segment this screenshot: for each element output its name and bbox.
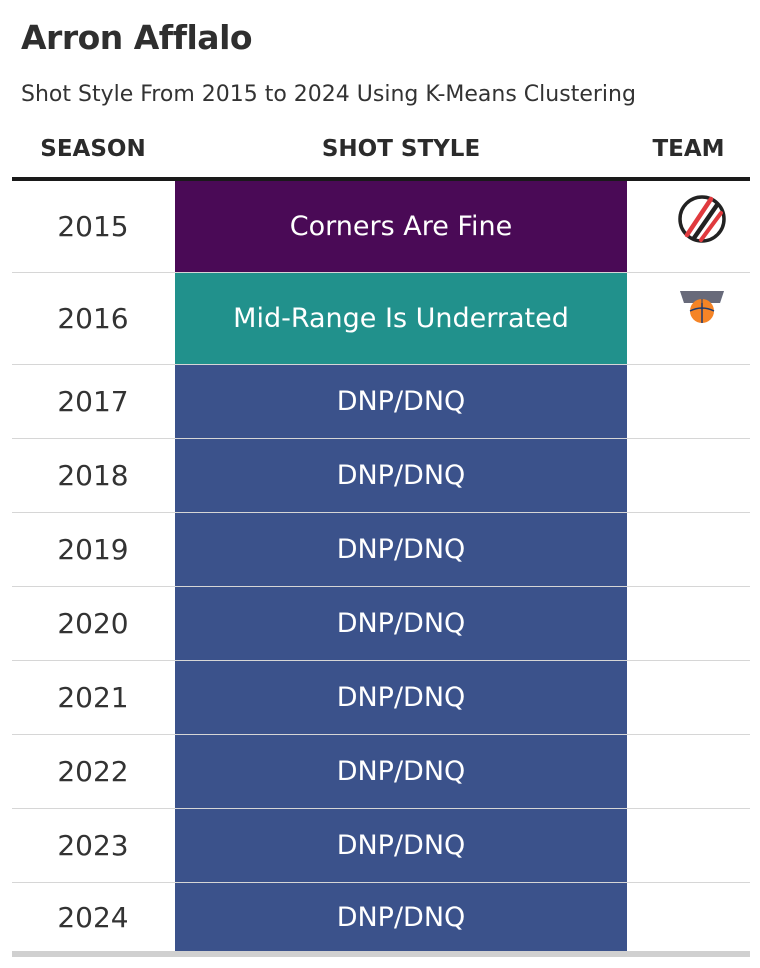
- team-column-header: TEAM: [652, 136, 725, 162]
- shot-style-cell: DNP/DNQ: [175, 661, 627, 734]
- table-row: 2022 DNP/DNQ: [12, 735, 750, 809]
- shot-style-cell: DNP/DNQ: [175, 365, 627, 438]
- team-cell: [627, 661, 750, 734]
- table-row: 2021 DNP/DNQ: [12, 661, 750, 735]
- season-cell: 2019: [57, 533, 129, 566]
- team-cell: [627, 883, 750, 951]
- shot-style-cell: DNP/DNQ: [175, 439, 627, 512]
- table-body: 2015 Corners Are Fine 2016 Mid-Range Is Und…: [12, 181, 750, 957]
- table-row: 2016 Mid-Range Is Underrated: [12, 273, 750, 365]
- team-cell: [627, 513, 750, 586]
- team-cell: [627, 735, 750, 808]
- table-row: 2020 DNP/DNQ: [12, 587, 750, 661]
- shot-style-column-header: SHOT STYLE: [321, 136, 481, 162]
- season-cell: 2016: [57, 302, 129, 335]
- table-row: 2019 DNP/DNQ: [12, 513, 750, 587]
- table-row: 2024 DNP/DNQ: [12, 883, 750, 957]
- header-rule: [12, 177, 750, 181]
- season-cell: 2017: [57, 385, 129, 418]
- team-cell: [627, 587, 750, 660]
- team-cell: [627, 181, 750, 272]
- shot-style-cell: DNP/DNQ: [175, 883, 627, 951]
- trail-blazers-logo-icon: [677, 191, 727, 247]
- season-cell: 2020: [57, 607, 129, 640]
- shot-style-cell: DNP/DNQ: [175, 513, 627, 586]
- shot-style-cell: Corners Are Fine: [175, 181, 627, 272]
- team-cell: [627, 809, 750, 882]
- shot-style-cell: DNP/DNQ: [175, 735, 627, 808]
- table-row: 2017 DNP/DNQ: [12, 365, 750, 439]
- chart-subtitle: Shot Style From 2015 to 2024 Using K-Mea…: [21, 82, 636, 107]
- season-cell: 2021: [57, 681, 129, 714]
- shot-style-cell: Mid-Range Is Underrated: [175, 273, 627, 364]
- season-cell: 2024: [57, 900, 129, 934]
- season-column-header: SEASON: [40, 136, 146, 162]
- shot-style-cell: DNP/DNQ: [175, 809, 627, 882]
- season-cell: 2022: [57, 755, 129, 788]
- season-cell: 2023: [57, 829, 129, 862]
- knicks-logo-icon: [677, 283, 727, 339]
- team-cell: [627, 439, 750, 512]
- season-cell: 2015: [57, 210, 129, 243]
- table-row: 2023 DNP/DNQ: [12, 809, 750, 883]
- team-cell: [627, 273, 750, 364]
- table-row: 2015 Corners Are Fine: [12, 181, 750, 273]
- shot-style-cell: DNP/DNQ: [175, 587, 627, 660]
- table-row: 2018 DNP/DNQ: [12, 439, 750, 513]
- chart-title: Arron Afflalo: [21, 18, 253, 57]
- season-cell: 2018: [57, 459, 129, 492]
- team-cell: [627, 365, 750, 438]
